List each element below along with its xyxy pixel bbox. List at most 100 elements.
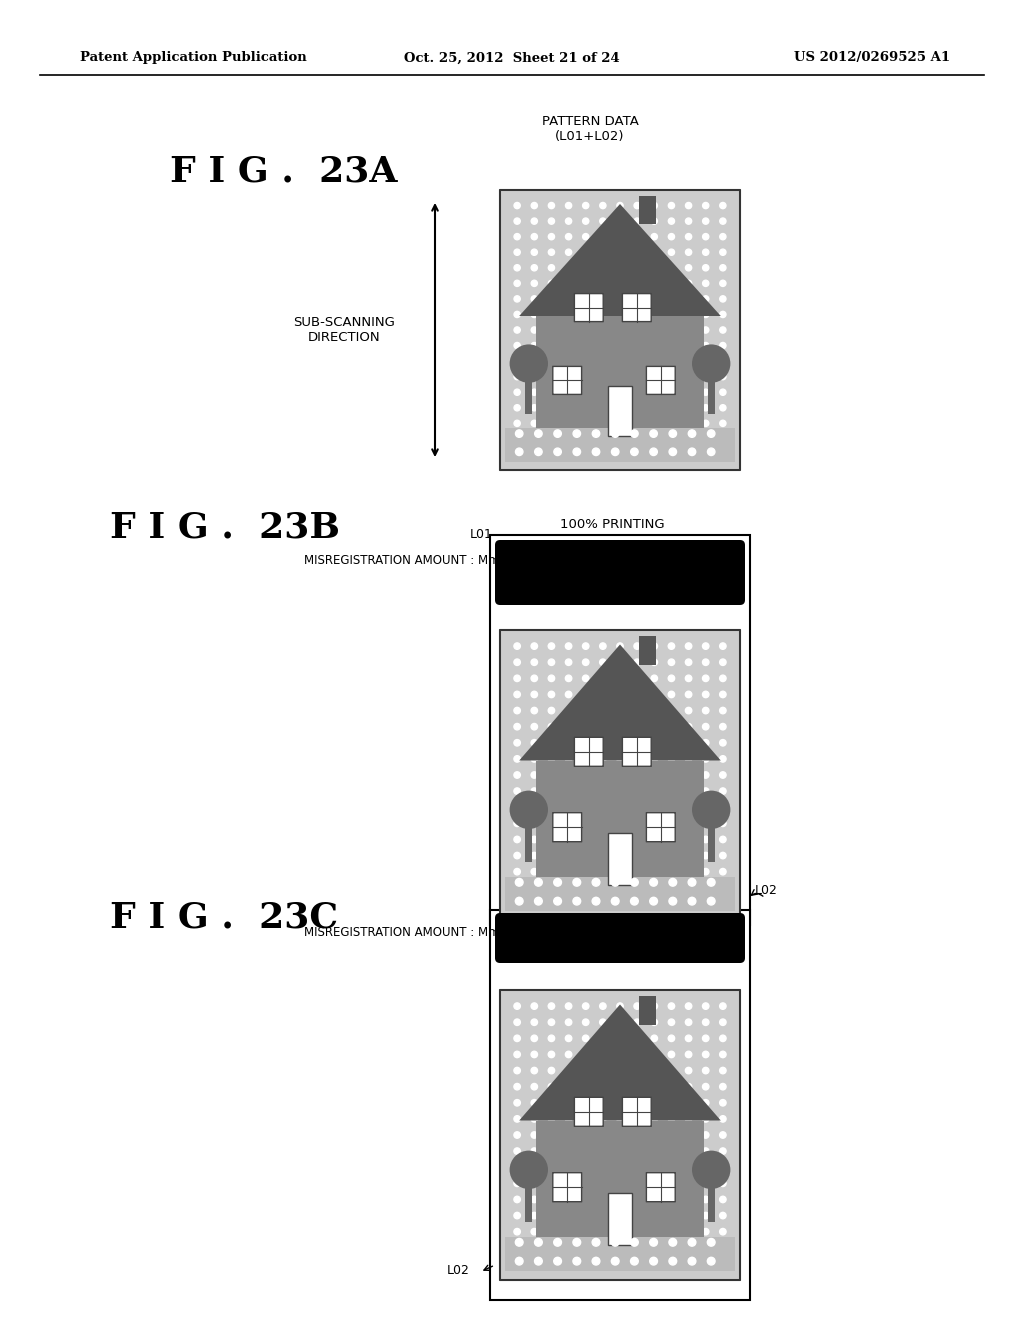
Circle shape (702, 1148, 709, 1154)
Circle shape (634, 1100, 640, 1106)
Circle shape (720, 1100, 726, 1106)
Circle shape (650, 878, 657, 886)
Circle shape (583, 374, 589, 380)
Circle shape (565, 265, 571, 271)
Circle shape (634, 1245, 640, 1251)
Bar (536, 760, 705, 886)
Circle shape (651, 420, 657, 426)
Circle shape (531, 1035, 538, 1041)
Circle shape (600, 1245, 606, 1251)
Circle shape (514, 869, 520, 875)
Circle shape (583, 1229, 589, 1236)
Circle shape (669, 1019, 675, 1026)
Circle shape (565, 1068, 571, 1073)
Circle shape (548, 1051, 555, 1057)
Bar (708, 828, 715, 862)
Circle shape (565, 405, 571, 411)
Circle shape (720, 884, 726, 891)
Circle shape (685, 296, 691, 302)
Circle shape (685, 1019, 692, 1026)
Circle shape (531, 451, 538, 458)
Circle shape (616, 869, 624, 875)
Circle shape (565, 1229, 571, 1236)
Circle shape (669, 1068, 675, 1073)
Circle shape (583, 327, 589, 333)
Circle shape (548, 788, 555, 795)
Circle shape (583, 202, 589, 209)
Circle shape (720, 837, 726, 842)
Circle shape (685, 659, 692, 665)
Circle shape (634, 772, 640, 779)
Circle shape (565, 820, 571, 826)
Circle shape (702, 342, 709, 348)
Circle shape (720, 234, 726, 240)
Circle shape (531, 820, 538, 826)
Circle shape (565, 249, 571, 255)
Circle shape (702, 1084, 709, 1090)
Text: SUB-SCANNING
DIRECTION: SUB-SCANNING DIRECTION (293, 315, 395, 345)
FancyBboxPatch shape (553, 367, 582, 395)
Circle shape (651, 837, 657, 842)
Circle shape (685, 265, 691, 271)
Circle shape (514, 1100, 520, 1106)
Circle shape (651, 739, 657, 746)
Circle shape (616, 772, 624, 779)
Circle shape (531, 327, 538, 333)
Circle shape (651, 327, 657, 333)
Circle shape (702, 1229, 709, 1236)
Circle shape (634, 1019, 640, 1026)
Circle shape (720, 755, 726, 762)
Circle shape (531, 708, 538, 714)
Circle shape (631, 898, 638, 906)
Circle shape (600, 692, 606, 698)
Circle shape (592, 447, 600, 455)
Circle shape (651, 804, 657, 810)
Circle shape (685, 755, 692, 762)
Circle shape (702, 1131, 709, 1138)
Circle shape (514, 739, 520, 746)
Circle shape (685, 1003, 692, 1010)
Circle shape (548, 1180, 555, 1187)
Circle shape (634, 374, 640, 380)
Circle shape (720, 218, 726, 224)
Circle shape (634, 1148, 640, 1154)
Circle shape (531, 755, 538, 762)
Circle shape (685, 358, 691, 364)
Circle shape (548, 1115, 555, 1122)
Circle shape (592, 1238, 600, 1246)
Circle shape (702, 1019, 709, 1026)
Circle shape (702, 249, 709, 255)
Circle shape (702, 234, 709, 240)
Circle shape (616, 1035, 624, 1041)
Circle shape (651, 1261, 657, 1267)
Circle shape (651, 1115, 657, 1122)
Circle shape (531, 1245, 538, 1251)
Circle shape (531, 1261, 538, 1267)
Circle shape (600, 659, 606, 665)
Circle shape (531, 265, 538, 271)
Circle shape (669, 692, 675, 698)
Circle shape (583, 869, 589, 875)
Circle shape (631, 1238, 638, 1246)
Circle shape (583, 837, 589, 842)
Circle shape (514, 420, 520, 426)
FancyBboxPatch shape (500, 990, 740, 1280)
FancyBboxPatch shape (574, 1097, 603, 1126)
Circle shape (565, 218, 571, 224)
Circle shape (514, 1180, 520, 1187)
Circle shape (600, 234, 606, 240)
Circle shape (708, 430, 715, 437)
Bar (536, 1121, 705, 1245)
Text: L02: L02 (755, 883, 778, 896)
Text: F I G .  23A: F I G . 23A (170, 154, 397, 189)
Circle shape (514, 643, 520, 649)
Circle shape (510, 791, 548, 829)
Circle shape (720, 1068, 726, 1073)
Circle shape (600, 643, 606, 649)
Circle shape (634, 436, 640, 442)
Circle shape (702, 358, 709, 364)
Circle shape (669, 869, 675, 875)
Circle shape (535, 447, 542, 455)
Circle shape (702, 420, 709, 426)
Text: Patent Application Publication: Patent Application Publication (80, 51, 307, 65)
